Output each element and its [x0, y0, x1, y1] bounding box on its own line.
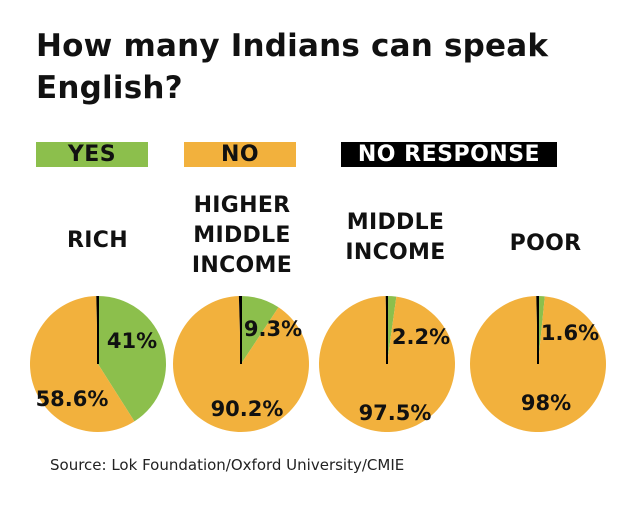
group-label-middle-income: MIDDLE INCOME [345, 210, 446, 265]
pie-slice-yes [387, 296, 397, 364]
group-label-rich: RICH [67, 228, 128, 253]
data-label-yes: 41% [107, 329, 157, 353]
pie-slice-yes [538, 296, 545, 364]
data-label-yes: 2.2% [392, 325, 450, 349]
data-label-yes: 9.3% [244, 317, 302, 341]
data-label-yes: 1.6% [541, 321, 599, 345]
group-label-higher-middle-income: HIGHER MIDDLE INCOME [191, 193, 293, 278]
pie-slice-no [30, 296, 135, 432]
legend-no-response: NO RESPONSE [341, 142, 557, 167]
pie-slice-yes [241, 296, 279, 364]
data-label-no: 97.5% [359, 401, 432, 425]
data-label-no: 58.6% [36, 387, 109, 411]
legend-no: NO [184, 142, 296, 167]
legend-yes: YES [36, 142, 148, 167]
data-label-no: 98% [521, 391, 571, 415]
pie-slice-yes [98, 296, 167, 422]
group-label-poor: POOR [509, 231, 582, 256]
data-label-no: 90.2% [211, 397, 284, 421]
pie-slice-no [319, 296, 456, 433]
source-note: Source: Lok Foundation/Oxford University… [50, 456, 405, 474]
pie-slice-no [173, 296, 309, 432]
pie-slice-no [470, 296, 606, 433]
chart-title: How many Indians can speak English? [36, 28, 549, 106]
